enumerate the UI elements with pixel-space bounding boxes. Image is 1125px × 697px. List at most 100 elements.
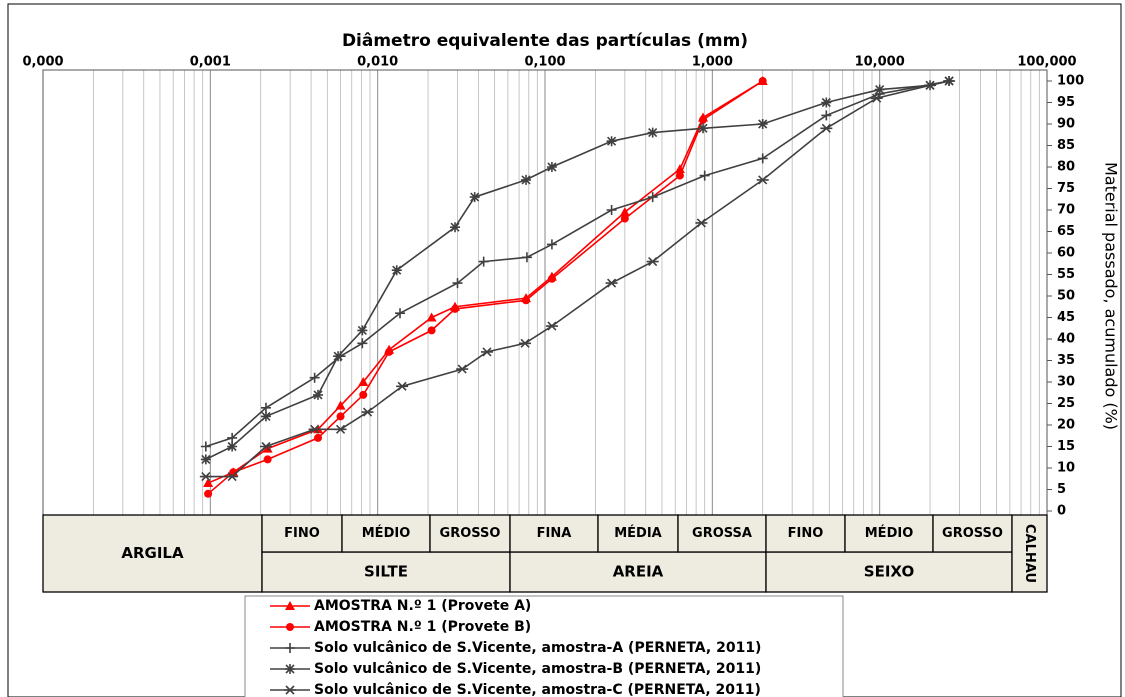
marker xyxy=(757,119,768,129)
x-axis-title: Diâmetro equivalente das partículas (mm) xyxy=(342,31,748,51)
y-tick-label: 85 xyxy=(1057,138,1075,153)
marker xyxy=(606,136,617,147)
subclass-label: MÉDIO xyxy=(362,525,411,541)
class-label: ARGILA xyxy=(121,544,184,562)
marker xyxy=(924,80,937,90)
table-cell xyxy=(1011,514,1048,593)
marker xyxy=(200,454,211,465)
marker xyxy=(698,123,709,134)
table-cell xyxy=(844,514,934,553)
y-tick-label: 95 xyxy=(1057,95,1075,110)
marker xyxy=(284,685,296,695)
marker xyxy=(821,110,832,121)
marker xyxy=(943,76,956,86)
y-tick-label: 35 xyxy=(1057,353,1075,368)
subclass-label: GROSSO xyxy=(942,526,1003,541)
y-tick-label: 40 xyxy=(1057,332,1075,347)
class-label: SILTE xyxy=(364,563,408,581)
marker xyxy=(385,347,394,356)
marker xyxy=(647,192,658,203)
marker xyxy=(395,308,406,319)
subclass-label: FINO xyxy=(284,526,320,541)
marker xyxy=(204,489,213,498)
marker xyxy=(545,321,558,331)
y-tick-label: 25 xyxy=(1057,396,1075,411)
marker xyxy=(521,174,532,185)
marker xyxy=(647,127,658,138)
legend-label: AMOSTRA N.º 1 (Provete B) xyxy=(314,619,531,635)
marker xyxy=(226,472,239,482)
y-tick-label: 45 xyxy=(1057,310,1075,325)
subclass-label: MÉDIA xyxy=(614,525,662,541)
subclass-label: GROSSO xyxy=(440,526,501,541)
marker xyxy=(308,424,321,434)
table-cell xyxy=(509,551,767,593)
series-line xyxy=(205,80,950,478)
marker xyxy=(285,664,295,674)
marker xyxy=(314,433,323,442)
series-line xyxy=(205,80,950,448)
marker xyxy=(452,278,463,289)
y-tick-label: 20 xyxy=(1057,418,1075,433)
marker xyxy=(309,372,320,383)
marker xyxy=(357,338,368,349)
marker xyxy=(519,338,532,348)
marker xyxy=(427,326,436,335)
marker xyxy=(699,170,710,181)
y-tick-label: 80 xyxy=(1057,160,1075,175)
marker xyxy=(870,93,883,103)
marker xyxy=(285,601,295,610)
marker xyxy=(285,643,295,653)
marker xyxy=(334,424,347,434)
marker xyxy=(821,97,832,108)
marker xyxy=(695,218,708,228)
y-tick-label: 10 xyxy=(1057,461,1075,476)
marker xyxy=(756,175,769,185)
table-cell xyxy=(765,514,846,553)
marker xyxy=(286,623,294,631)
marker xyxy=(546,239,557,250)
marker xyxy=(357,325,368,336)
marker xyxy=(361,407,374,417)
y-tick-label: 100 xyxy=(1057,74,1084,89)
series-line xyxy=(207,80,764,495)
table-cell xyxy=(509,514,599,553)
marker xyxy=(396,381,409,391)
legend-label: Solo vulcânico de S.Vicente, amostra-C (… xyxy=(314,682,761,697)
table-cell xyxy=(597,514,679,553)
x-tick-label: 0,000 xyxy=(22,55,63,70)
marker xyxy=(675,171,684,180)
legend-label: Solo vulcânico de S.Vicente, amostra-B (… xyxy=(314,661,761,677)
marker xyxy=(359,390,368,399)
marker xyxy=(259,441,272,452)
x-tick-label: 100,000 xyxy=(1017,55,1076,70)
class-label: SEIXO xyxy=(864,563,914,581)
x-tick-label: 10,000 xyxy=(855,55,905,70)
y-tick-label: 55 xyxy=(1057,267,1075,282)
marker xyxy=(546,162,557,172)
marker xyxy=(391,265,402,276)
marker xyxy=(522,296,531,305)
y-tick-label: 30 xyxy=(1057,375,1075,390)
marker xyxy=(606,205,617,215)
marker xyxy=(758,77,767,85)
marker xyxy=(199,472,212,482)
marker xyxy=(619,207,630,217)
marker xyxy=(469,192,480,203)
marker xyxy=(874,84,885,95)
marker xyxy=(227,441,238,452)
frame xyxy=(7,3,1122,697)
marker xyxy=(260,402,271,413)
marker xyxy=(333,351,344,362)
y-tick-label: 90 xyxy=(1057,117,1075,132)
marker xyxy=(451,304,460,313)
subclass-label: FINO xyxy=(788,526,824,541)
marker xyxy=(699,115,708,124)
marker xyxy=(480,347,493,357)
marker xyxy=(521,252,532,263)
marker xyxy=(456,364,469,374)
marker xyxy=(263,455,272,464)
marker xyxy=(620,214,629,223)
y-tick-label: 5 xyxy=(1057,482,1066,497)
